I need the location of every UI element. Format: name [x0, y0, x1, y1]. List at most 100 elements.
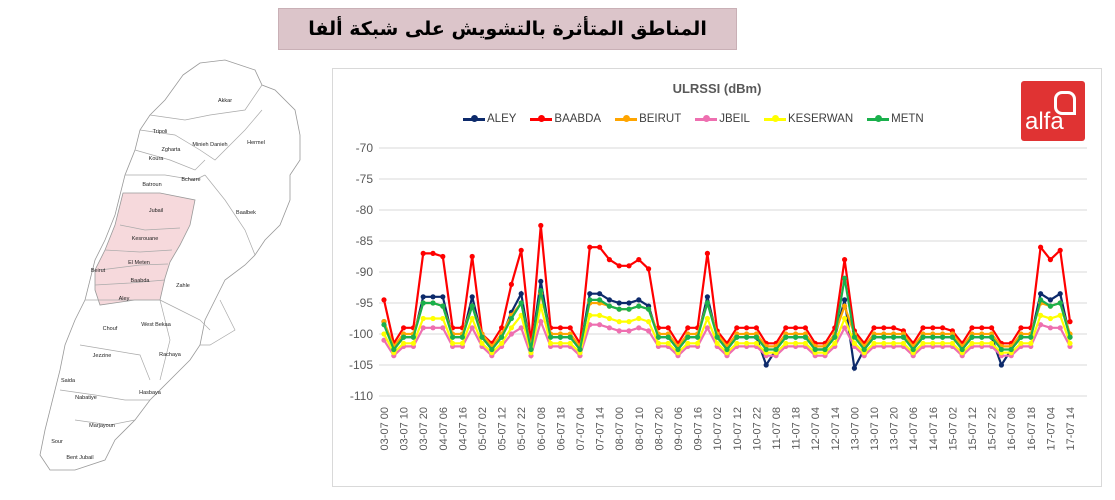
logo-ring-icon	[1054, 91, 1076, 115]
data-point-keserwan	[587, 312, 593, 318]
data-point-keserwan	[450, 340, 456, 346]
series-line-baabda	[382, 225, 1072, 347]
data-point-keserwan	[1018, 340, 1024, 346]
data-point-aley	[626, 300, 632, 306]
map-label: Koura	[149, 156, 165, 162]
data-point-metn	[744, 334, 750, 340]
data-point-aley	[606, 297, 612, 303]
data-point-baabda	[626, 263, 632, 269]
legend-label: KESERWAN	[787, 113, 854, 125]
data-point-keserwan	[430, 315, 436, 322]
data-point-keserwan	[479, 340, 485, 346]
data-point-keserwan	[940, 340, 946, 346]
data-point-metn	[920, 334, 926, 340]
map-label: Sour	[51, 439, 63, 445]
data-point-keserwan	[685, 340, 691, 346]
data-point-metn	[1067, 334, 1073, 340]
x-tick-label: 16-07 08	[1006, 407, 1018, 450]
data-point-metn	[695, 334, 701, 340]
data-point-jbeil	[469, 325, 475, 331]
data-point-metn	[793, 334, 799, 340]
data-point-keserwan	[802, 340, 808, 346]
x-tick-label: 07-07 14	[595, 407, 607, 450]
data-point-metn	[410, 334, 416, 340]
data-point-metn	[832, 334, 838, 340]
data-point-baabda	[1057, 247, 1063, 253]
data-point-jbeil	[616, 328, 622, 334]
x-tick-label: 15-07 02	[947, 407, 959, 450]
data-point-keserwan	[459, 340, 465, 346]
data-point-keserwan	[616, 319, 622, 325]
x-tick-label: 10-07 02	[712, 407, 724, 450]
y-tick-label: -110	[350, 389, 373, 403]
chart-title: ULRSSI (dBm)	[672, 81, 762, 96]
data-point-metn	[959, 346, 965, 353]
map-label: Hermel	[247, 140, 265, 146]
data-point-baabda	[1067, 319, 1073, 325]
data-point-metn	[675, 346, 681, 353]
data-point-metn	[577, 346, 583, 353]
data-point-keserwan	[753, 340, 759, 346]
data-point-metn	[900, 334, 907, 340]
data-point-metn	[783, 334, 789, 340]
data-point-metn	[528, 346, 534, 353]
data-point-jbeil	[597, 322, 603, 328]
legend-item-aley: ALEY	[463, 113, 516, 125]
legend-item-keserwan: KESERWAN	[763, 113, 854, 125]
data-point-keserwan	[1067, 340, 1073, 346]
x-tick-label: 12-07 14	[830, 407, 842, 450]
data-point-metn	[508, 315, 514, 322]
data-point-keserwan	[567, 340, 573, 346]
data-point-metn	[606, 303, 612, 309]
map-label: El Meten	[128, 260, 150, 266]
x-tick-label: 17-07 14	[1065, 407, 1077, 450]
map-label: Minieh Danieh	[192, 142, 227, 148]
data-point-metn	[459, 334, 465, 340]
legend-swatch	[463, 115, 485, 122]
data-point-metn	[489, 346, 495, 353]
data-point-metn	[616, 306, 622, 312]
lebanon-district-map: Akkar Tripoli Minieh Danieh Hermel Zghar…	[39, 59, 301, 471]
data-point-baabda	[891, 325, 897, 331]
legend-swatch	[530, 115, 553, 122]
data-point-keserwan	[1057, 312, 1063, 318]
chart-legend: ALEY BAABDA BEIRUT JBEIL KESERWAN METN	[463, 113, 924, 125]
data-point-aley	[1038, 291, 1044, 297]
data-point-metn	[842, 275, 848, 281]
data-point-baabda	[969, 325, 975, 331]
data-point-metn	[685, 334, 691, 340]
data-point-metn	[557, 334, 563, 340]
x-tick-label: 15-07 12	[967, 407, 979, 450]
map-label: Jubail	[149, 208, 163, 214]
legend-swatch	[763, 115, 786, 122]
data-point-keserwan	[499, 340, 505, 346]
data-point-metn	[391, 346, 397, 353]
data-point-baabda	[989, 325, 995, 331]
data-point-baabda	[499, 325, 505, 331]
data-point-keserwan	[783, 340, 789, 346]
alfa-logo: alfa	[1021, 81, 1085, 141]
data-point-keserwan	[734, 340, 740, 346]
data-point-metn	[753, 334, 759, 340]
data-point-keserwan	[949, 340, 956, 346]
data-point-jbeil	[518, 325, 524, 331]
map-label: Jezzine	[93, 353, 112, 359]
data-point-baabda	[802, 325, 808, 331]
data-point-jbeil	[704, 325, 710, 331]
data-point-aley	[518, 291, 524, 297]
data-point-baabda	[557, 325, 563, 331]
data-point-metn	[940, 334, 946, 340]
data-point-baabda	[636, 257, 642, 263]
legend-label: ALEY	[487, 113, 517, 125]
x-tick-label: 09-07 06	[673, 407, 685, 450]
data-point-baabda	[469, 253, 475, 260]
data-point-baabda	[587, 244, 593, 250]
y-tick-label: -85	[356, 234, 374, 248]
map-label: Zgharta	[162, 147, 182, 153]
ulrssi-chart: ULRSSI (dBm) ALEY BAABDA BEIRUT JBEIL KE…	[332, 68, 1102, 487]
map-label: West Bekaa	[141, 322, 171, 328]
x-tick-label: 14-07 16	[928, 407, 940, 450]
data-point-metn	[626, 306, 632, 312]
data-point-baabda	[704, 250, 710, 256]
data-point-metn	[910, 346, 916, 353]
